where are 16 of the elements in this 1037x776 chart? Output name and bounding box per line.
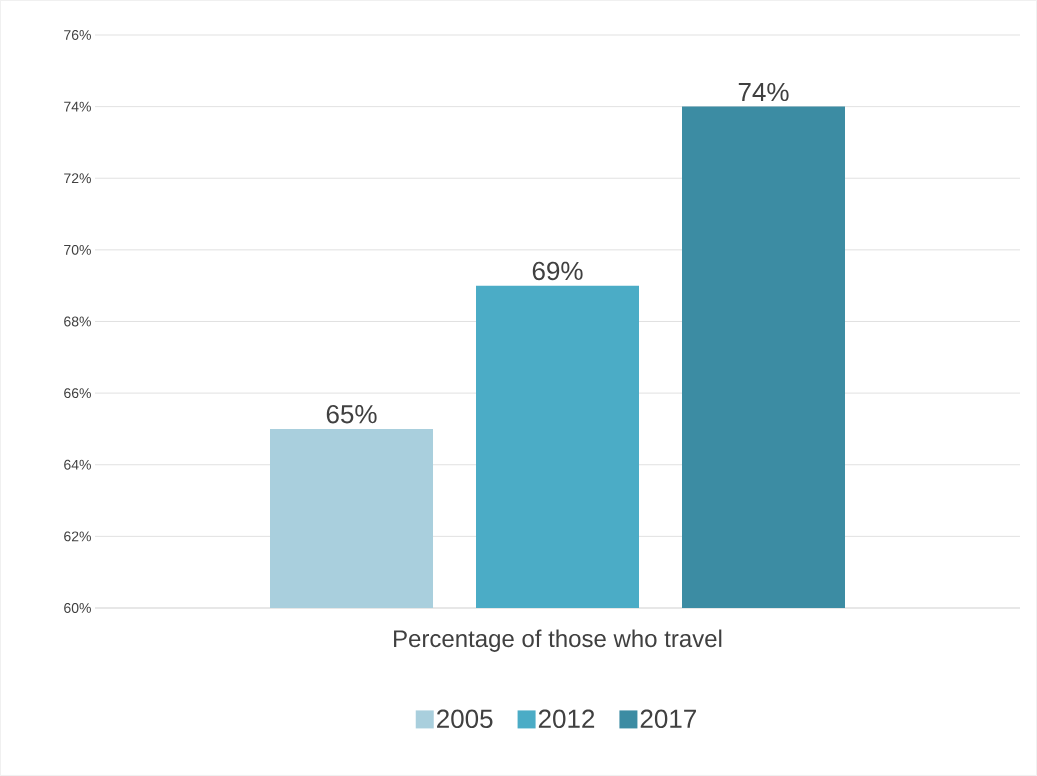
- y-tick-label: 68%: [64, 316, 91, 327]
- legend-label: 2017: [640, 709, 696, 728]
- y-tick-label: 76%: [64, 30, 91, 40]
- y-tick-label: 70%: [64, 244, 91, 255]
- y-tick-label: 72%: [64, 173, 91, 184]
- x-tick-label: Percentage of those who travel: [394, 629, 722, 652]
- y-tick-label: 66%: [64, 388, 91, 399]
- data-label: 65%: [326, 404, 377, 424]
- data-label: 69%: [532, 261, 583, 281]
- y-tick-label: 62%: [64, 531, 91, 542]
- legend-label: 2012: [538, 709, 595, 728]
- y-tick-label: 60%: [64, 603, 91, 613]
- y-tick-label: 64%: [64, 459, 91, 470]
- legend-label: 2005: [437, 709, 493, 728]
- y-tick-label: 74%: [64, 101, 91, 112]
- data-label: 74%: [738, 82, 789, 102]
